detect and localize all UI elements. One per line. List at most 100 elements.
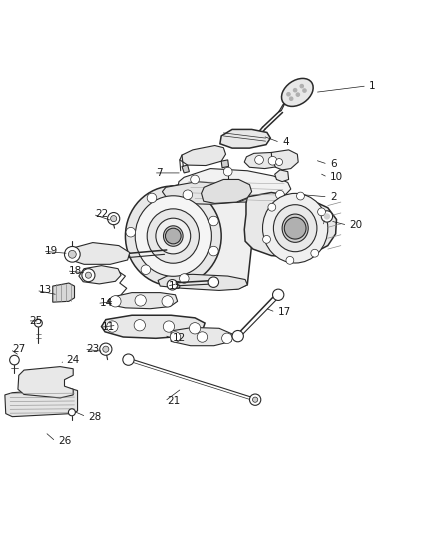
Circle shape (108, 213, 120, 225)
Circle shape (107, 321, 118, 332)
Text: 23: 23 (86, 344, 99, 354)
Circle shape (147, 193, 157, 203)
Text: 12: 12 (173, 333, 187, 343)
Circle shape (166, 228, 181, 244)
Circle shape (135, 295, 146, 306)
Circle shape (103, 346, 109, 352)
Circle shape (286, 256, 294, 264)
Polygon shape (18, 367, 73, 398)
Text: 11: 11 (102, 322, 115, 333)
Text: 28: 28 (88, 411, 102, 422)
Circle shape (197, 332, 208, 342)
Circle shape (110, 296, 121, 307)
Circle shape (134, 320, 145, 331)
Circle shape (318, 208, 325, 216)
Polygon shape (221, 160, 229, 168)
Circle shape (263, 236, 270, 243)
Polygon shape (271, 150, 298, 170)
Polygon shape (180, 146, 226, 166)
Circle shape (82, 269, 95, 282)
Ellipse shape (125, 186, 221, 286)
Circle shape (290, 97, 293, 100)
Polygon shape (171, 327, 232, 346)
Polygon shape (158, 184, 252, 289)
Circle shape (254, 156, 263, 164)
Polygon shape (220, 130, 270, 148)
Circle shape (163, 321, 175, 332)
Circle shape (223, 167, 232, 176)
Circle shape (100, 343, 112, 356)
Circle shape (68, 251, 76, 258)
Text: 1: 1 (369, 81, 376, 91)
Circle shape (35, 319, 42, 327)
Circle shape (300, 84, 304, 88)
Ellipse shape (282, 214, 308, 243)
Polygon shape (158, 274, 247, 290)
Text: 18: 18 (69, 266, 82, 276)
Text: 21: 21 (167, 397, 180, 407)
Polygon shape (275, 170, 289, 182)
Circle shape (183, 190, 193, 199)
Circle shape (321, 211, 332, 222)
Text: 27: 27 (12, 344, 25, 354)
Circle shape (296, 93, 300, 96)
Circle shape (250, 394, 261, 405)
Circle shape (284, 217, 306, 239)
Circle shape (68, 409, 75, 416)
Polygon shape (244, 152, 284, 168)
Circle shape (276, 190, 284, 199)
Text: 20: 20 (350, 220, 363, 230)
Circle shape (311, 249, 319, 257)
Circle shape (167, 279, 178, 290)
Text: 6: 6 (330, 159, 337, 169)
Circle shape (10, 356, 19, 365)
Ellipse shape (282, 78, 313, 107)
Text: 19: 19 (45, 246, 58, 256)
Ellipse shape (262, 193, 328, 263)
Circle shape (222, 333, 232, 344)
Circle shape (162, 296, 173, 307)
Polygon shape (162, 182, 250, 204)
Circle shape (253, 397, 258, 402)
Circle shape (141, 265, 151, 274)
Text: 10: 10 (330, 172, 343, 182)
Circle shape (180, 274, 189, 283)
Circle shape (297, 192, 304, 200)
Polygon shape (178, 168, 291, 202)
Circle shape (287, 93, 290, 96)
Circle shape (293, 88, 297, 92)
Circle shape (191, 175, 199, 184)
Polygon shape (102, 315, 205, 338)
Circle shape (324, 214, 329, 219)
Polygon shape (79, 265, 121, 284)
Text: 26: 26 (58, 437, 71, 447)
Text: 22: 22 (95, 209, 108, 219)
Circle shape (232, 330, 244, 342)
Ellipse shape (135, 196, 212, 276)
Text: 2: 2 (330, 192, 337, 202)
Circle shape (276, 158, 283, 166)
Text: 14: 14 (99, 298, 113, 309)
Circle shape (272, 289, 284, 301)
Polygon shape (244, 192, 336, 257)
Circle shape (208, 277, 219, 287)
Circle shape (85, 272, 92, 278)
Text: 24: 24 (67, 355, 80, 365)
Polygon shape (279, 103, 285, 112)
Circle shape (126, 228, 136, 237)
Polygon shape (67, 243, 130, 264)
Polygon shape (53, 283, 74, 302)
Circle shape (268, 156, 277, 165)
Text: 17: 17 (278, 307, 291, 317)
Circle shape (123, 354, 134, 365)
Ellipse shape (163, 226, 183, 246)
Ellipse shape (273, 205, 317, 252)
Circle shape (64, 246, 80, 262)
Circle shape (208, 246, 218, 256)
Circle shape (111, 215, 117, 222)
Text: 4: 4 (282, 138, 289, 148)
Circle shape (170, 332, 181, 342)
Polygon shape (5, 389, 78, 417)
Text: 13: 13 (39, 286, 52, 295)
Circle shape (303, 89, 306, 92)
